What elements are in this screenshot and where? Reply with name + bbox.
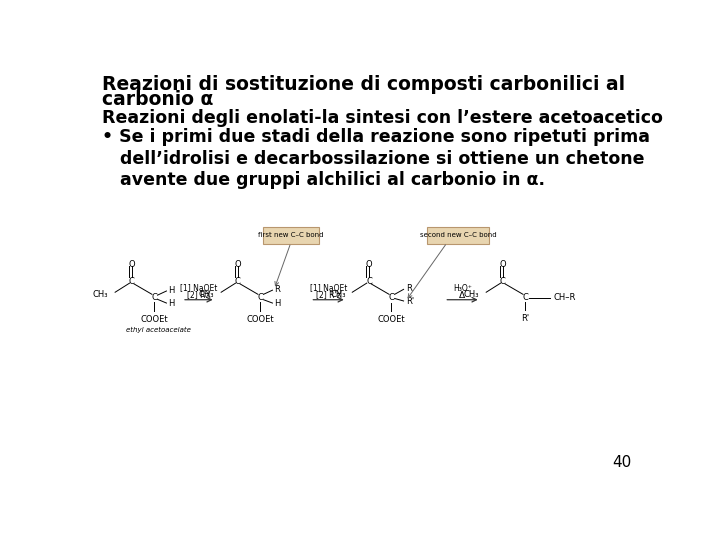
Text: R: R	[274, 285, 280, 294]
Text: C: C	[388, 293, 395, 302]
Text: carbonio α: carbonio α	[102, 90, 214, 109]
Text: R': R'	[406, 298, 414, 306]
Text: CH₃: CH₃	[464, 290, 480, 299]
Text: [1] NaOEt: [1] NaOEt	[310, 283, 347, 292]
Text: O: O	[235, 260, 241, 269]
Text: dell’idrolisi e decarbossilazione si ottiene un chetone: dell’idrolisi e decarbossilazione si ott…	[102, 150, 645, 167]
Text: • Se i primi due stadi della reazione sono ripetuti prima: • Se i primi due stadi della reazione so…	[102, 128, 650, 146]
Text: R': R'	[521, 314, 529, 323]
Text: Reazioni degli enolati-la sintesi con l’estere acetoacetico: Reazioni degli enolati-la sintesi con l’…	[102, 109, 663, 127]
Text: O: O	[366, 260, 372, 269]
Text: [2] R'X: [2] R'X	[315, 290, 341, 299]
Text: H: H	[168, 286, 174, 295]
Text: C: C	[257, 293, 263, 302]
Text: R: R	[406, 284, 412, 293]
Text: C: C	[366, 276, 372, 286]
Text: C: C	[129, 276, 135, 286]
Text: C: C	[151, 293, 157, 302]
Text: C: C	[235, 276, 240, 286]
Text: Δ: Δ	[459, 291, 466, 300]
Text: CH₃: CH₃	[199, 290, 215, 299]
Text: second new C–C bond: second new C–C bond	[420, 232, 497, 238]
Text: C: C	[500, 276, 506, 286]
Text: Reazioni di sostituzione di composti carbonilici al: Reazioni di sostituzione di composti car…	[102, 75, 626, 94]
Text: [1] NaOEt: [1] NaOEt	[180, 283, 217, 292]
FancyBboxPatch shape	[263, 227, 319, 244]
Text: COOEt: COOEt	[140, 315, 168, 324]
Text: O: O	[129, 260, 135, 269]
Text: COOEt: COOEt	[246, 315, 274, 324]
Text: avente due gruppi alchilici al carbonio in α.: avente due gruppi alchilici al carbonio …	[102, 171, 545, 189]
Text: CH₃: CH₃	[93, 290, 109, 299]
Text: [2] RX: [2] RX	[187, 290, 211, 299]
Text: CH₃: CH₃	[330, 290, 346, 299]
Text: first new C–C bond: first new C–C bond	[258, 232, 323, 238]
Text: O: O	[500, 260, 506, 269]
FancyBboxPatch shape	[427, 227, 490, 244]
Text: H: H	[168, 299, 174, 308]
Text: ethyl acetoacelate: ethyl acetoacelate	[126, 327, 191, 333]
Text: 40: 40	[612, 455, 631, 470]
Text: H₃O⁺: H₃O⁺	[453, 284, 472, 293]
Text: COOEt: COOEt	[377, 315, 405, 324]
Text: H: H	[274, 299, 281, 308]
Text: C: C	[522, 293, 528, 302]
Text: CH–R: CH–R	[553, 293, 575, 302]
